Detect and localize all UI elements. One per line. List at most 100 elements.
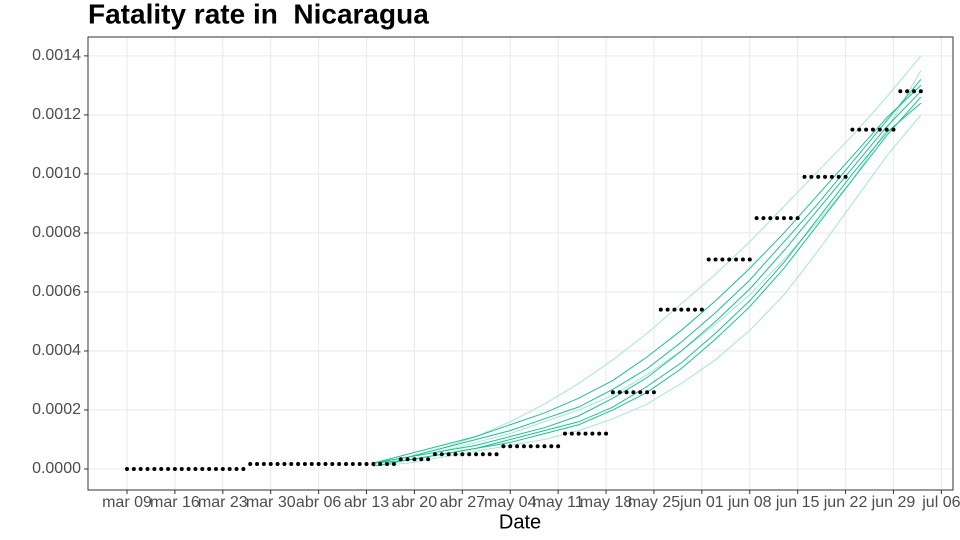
observed-point	[323, 461, 328, 466]
observed-point	[343, 461, 348, 466]
x-tick-label: jun 29	[871, 494, 916, 511]
observed-point	[836, 174, 841, 179]
observed-point	[467, 452, 472, 457]
observed-point	[385, 461, 390, 466]
observed-point	[829, 174, 834, 179]
y-tick-label: 0.0002	[32, 401, 81, 418]
observed-point	[870, 127, 875, 132]
y-tick-label: 0.0000	[32, 460, 81, 477]
x-tick-label: abr 27	[440, 494, 485, 511]
x-tick-label: may 04	[484, 494, 537, 511]
observed-point	[302, 461, 307, 466]
y-tick-label: 0.0014	[32, 47, 81, 64]
observed-point	[398, 457, 403, 462]
simulation-line	[373, 114, 922, 467]
observed-point	[227, 466, 232, 471]
observed-point	[261, 461, 266, 466]
chart-title: Fatality rate in Nicaragua	[88, 0, 429, 29]
observed-point	[576, 431, 581, 436]
plot-border	[87, 36, 954, 491]
observed-point	[891, 127, 896, 132]
x-tick-label: may 25	[628, 494, 681, 511]
observed-point	[159, 466, 164, 471]
observed-point	[378, 461, 383, 466]
observed-point	[823, 174, 828, 179]
observed-point	[898, 89, 903, 94]
observed-point	[781, 216, 786, 221]
observed-point	[412, 457, 417, 462]
simulation-line	[373, 70, 922, 464]
x-tick-label: jun 01	[679, 494, 724, 511]
observed-point	[200, 466, 205, 471]
observed-point	[877, 127, 882, 132]
observed-point	[241, 466, 246, 471]
observed-point	[152, 466, 157, 471]
observed-point	[337, 461, 342, 466]
observed-point	[727, 257, 732, 262]
observed-point	[446, 452, 451, 457]
observed-point	[138, 466, 143, 471]
observed-point	[179, 466, 184, 471]
y-tick-label: 0.0012	[32, 106, 81, 123]
observed-point	[521, 444, 526, 449]
observed-point	[213, 466, 218, 471]
x-tick-label: jun 22	[823, 494, 868, 511]
y-tick-label: 0.0004	[32, 342, 81, 359]
simulation-line	[373, 85, 922, 464]
simulation-line	[373, 55, 922, 464]
observed-point	[248, 461, 253, 466]
observed-point	[761, 216, 766, 221]
x-tick-label: jun 08	[727, 494, 772, 511]
observed-point	[864, 127, 869, 132]
observed-point	[193, 466, 198, 471]
observed-point	[316, 461, 321, 466]
observed-point	[125, 466, 130, 471]
observed-point	[747, 257, 752, 262]
observed-point	[508, 444, 513, 449]
observed-point	[234, 466, 239, 471]
observed-point	[357, 461, 362, 466]
observed-point	[816, 174, 821, 179]
observed-point	[569, 431, 574, 436]
observed-point	[350, 461, 355, 466]
observed-point	[432, 452, 437, 457]
observed-point	[809, 174, 814, 179]
observed-point	[275, 461, 280, 466]
observed-point	[857, 127, 862, 132]
observed-point	[501, 444, 506, 449]
observed-point	[391, 461, 396, 466]
observed-point	[740, 257, 745, 262]
observed-point	[610, 390, 615, 395]
observed-point	[549, 444, 554, 449]
observed-point	[542, 444, 547, 449]
observed-point	[145, 466, 150, 471]
observed-point	[131, 466, 136, 471]
observed-point	[905, 89, 910, 94]
simulation-line	[373, 90, 922, 464]
observed-point	[631, 390, 636, 395]
observed-point	[645, 390, 650, 395]
x-tick-label: mar 16	[150, 494, 200, 511]
x-tick-label: mar 09	[102, 494, 152, 511]
simulation-line	[373, 102, 922, 464]
x-tick-label: abr 13	[344, 494, 389, 511]
observed-point	[282, 461, 287, 466]
observed-point	[795, 216, 800, 221]
observed-point	[597, 431, 602, 436]
observed-point	[624, 390, 629, 395]
observed-point	[699, 307, 704, 312]
observed-point	[768, 216, 773, 221]
simulation-line	[373, 79, 922, 464]
x-axis-label: Date	[499, 511, 541, 533]
observed-point	[775, 216, 780, 221]
observed-point	[186, 466, 191, 471]
observed-point	[617, 390, 622, 395]
y-tick-label: 0.0010	[32, 165, 81, 182]
observed-point	[453, 452, 458, 457]
observed-point	[528, 444, 533, 449]
observed-point	[494, 452, 499, 457]
observed-point	[480, 452, 485, 457]
observed-point	[562, 431, 567, 436]
observed-point	[474, 452, 479, 457]
observed-point	[371, 461, 376, 466]
